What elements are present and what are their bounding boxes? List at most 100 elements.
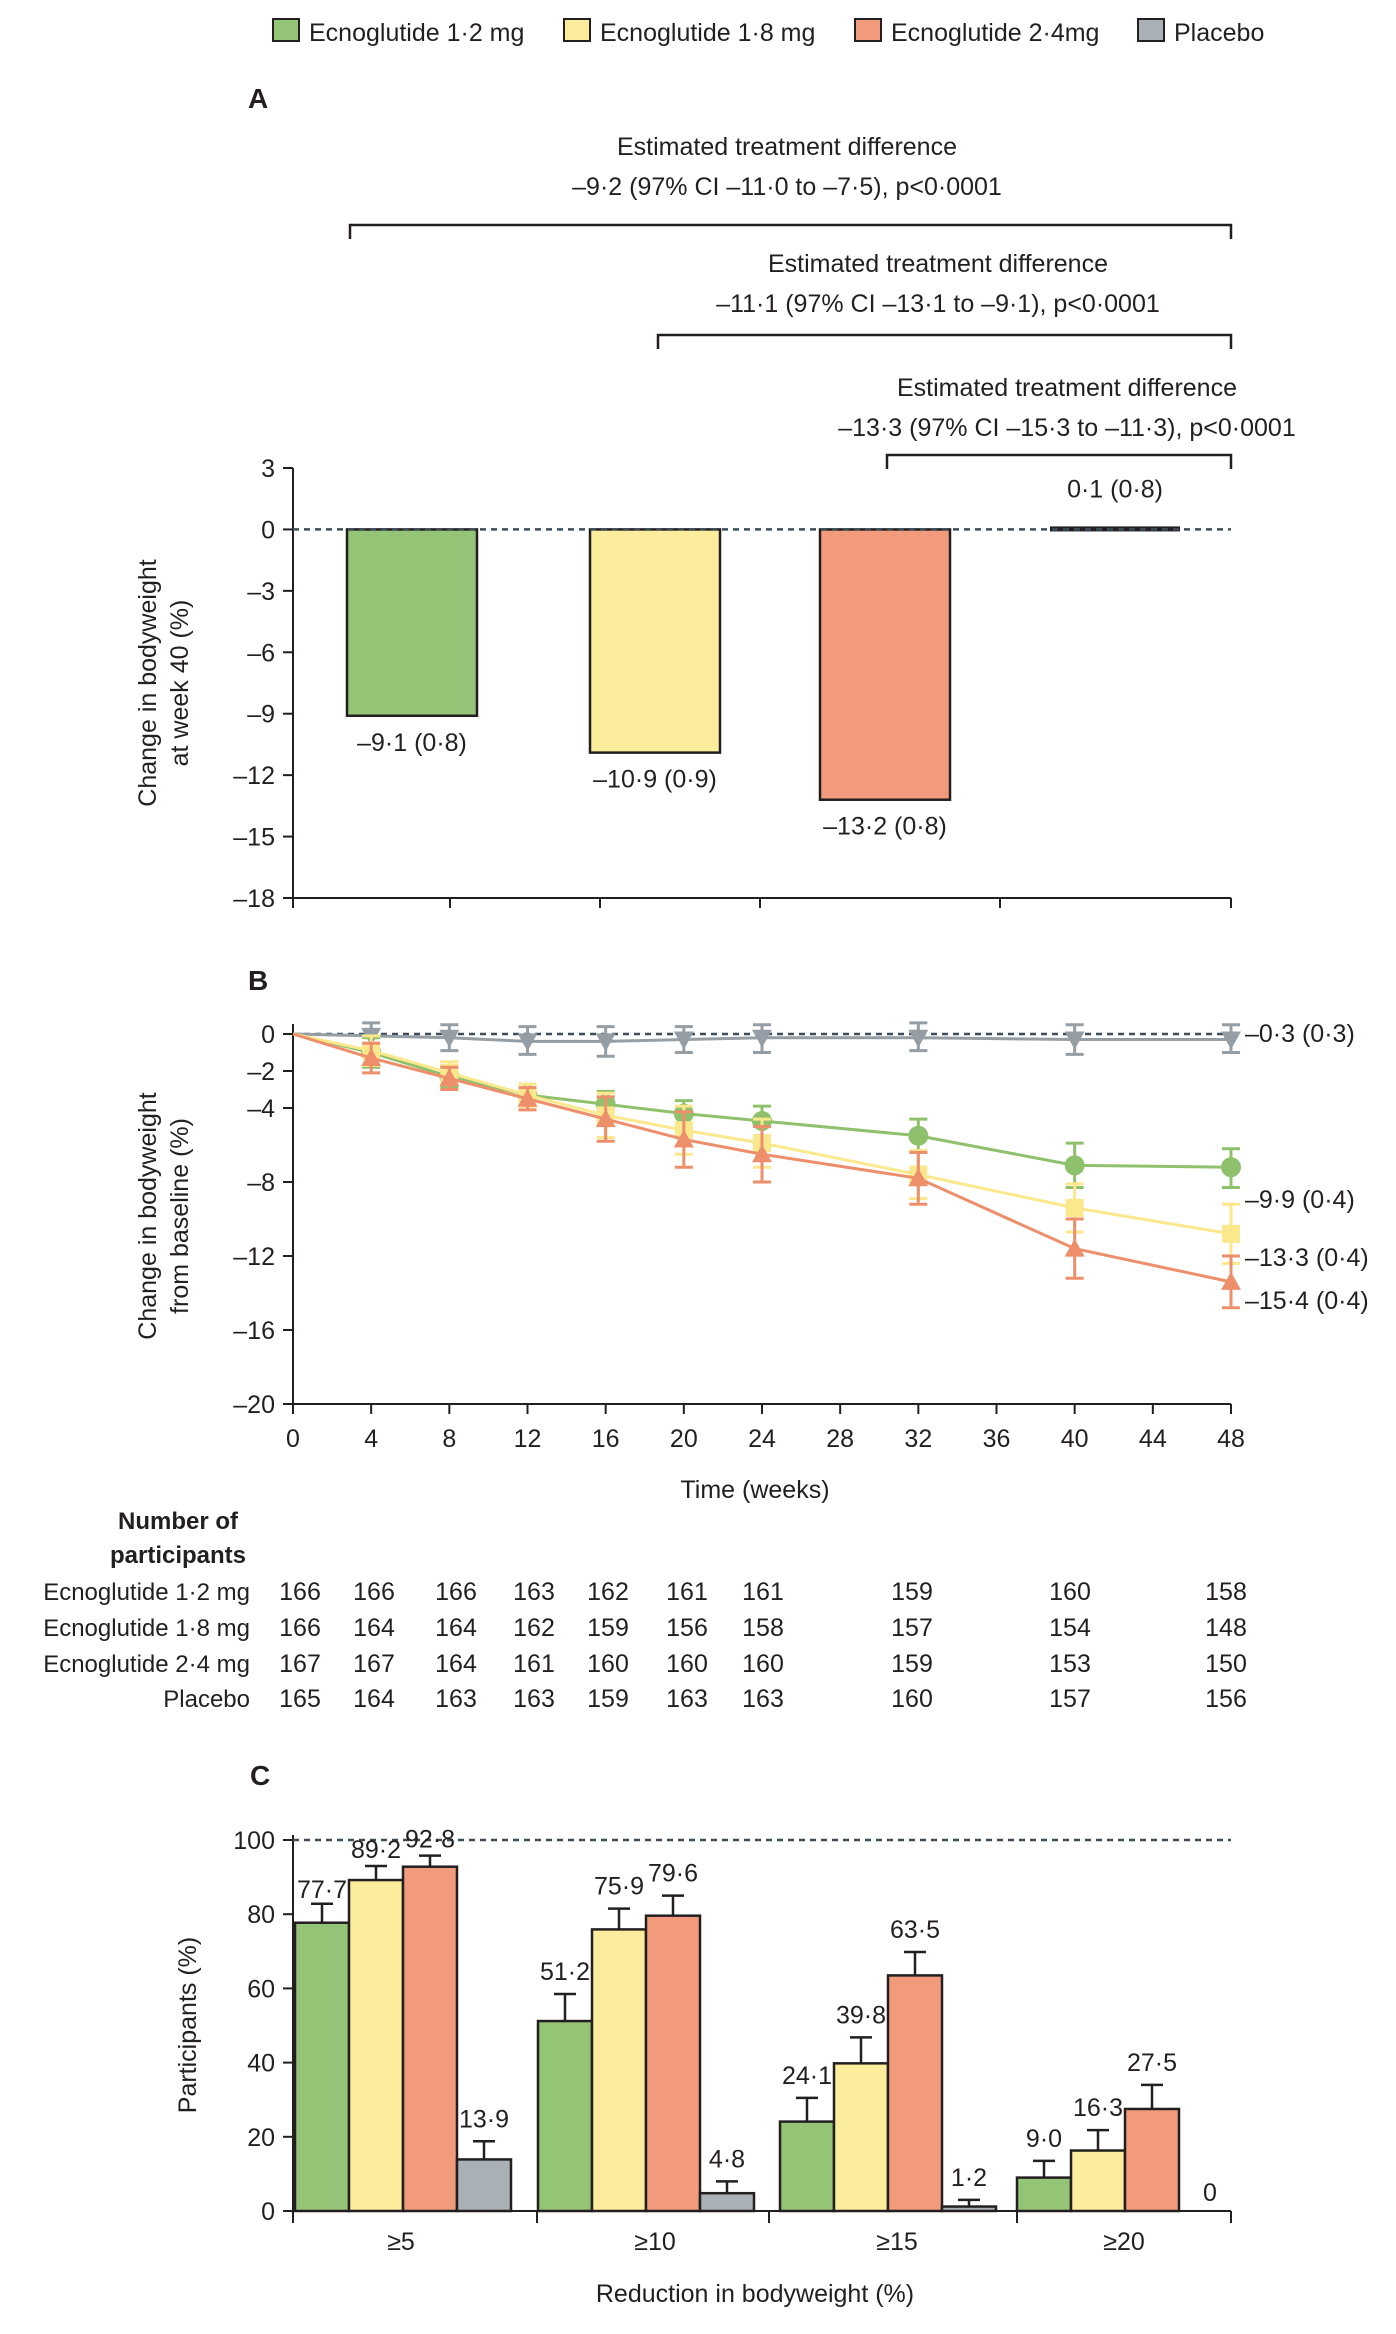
x-tick-label: 0	[286, 1425, 300, 1453]
comparison-bracket	[656, 333, 1233, 349]
y-axis-label: Change in bodyweight at week 40 (%)	[134, 559, 194, 806]
x-tick-label: 12	[514, 1425, 542, 1453]
data-point-circle	[908, 1125, 929, 1146]
x-tick-label: 16	[592, 1425, 620, 1453]
bar-ecno-1-8	[588, 528, 722, 754]
bar-ecno-1-8	[590, 1928, 648, 2213]
comparison-bracket	[348, 223, 1233, 239]
table-cell: 160	[666, 1650, 708, 1678]
data-point-triangle	[1064, 1238, 1085, 1257]
table-cell: 159	[587, 1614, 629, 1642]
value-label-ecno-2-4: 79·6	[648, 1860, 698, 1888]
table-cell: 162	[513, 1614, 555, 1642]
legend: Ecnoglutide 1·2 mg Ecnoglutide 1·8 mg Ecno…	[272, 18, 1264, 47]
bar-ecno-2-4	[886, 1974, 944, 2213]
data-point-triangle	[517, 1088, 538, 1107]
bar-placebo	[698, 2191, 756, 2213]
y-tick-label: 100	[233, 1827, 275, 1855]
y-tick-label: 60	[247, 1975, 275, 2003]
x-axis-label: Reduction in bodyweight (%)	[596, 2280, 914, 2308]
table-cell: 156	[666, 1614, 708, 1642]
data-point-triangle	[595, 1109, 616, 1128]
y-tick-label: –6	[247, 639, 275, 667]
data-point-triangle	[752, 1144, 772, 1163]
comparison-title: Estimated treatment difference	[897, 374, 1237, 402]
y-tick-label: –15	[233, 824, 275, 852]
y-axis-label: Change in bodyweight from baseline (%)	[134, 1092, 194, 1339]
table-cell: 165	[279, 1685, 321, 1713]
value-label-ecno-1-2: 77·7	[297, 1876, 347, 1904]
data-point-triangle-down	[439, 1029, 460, 1048]
value-label-ecno-1-8: 75·9	[594, 1873, 644, 1901]
y-tick-label: 80	[247, 1901, 275, 1929]
value-label-ecno-2-4: 27·5	[1127, 2049, 1177, 2077]
legend-swatch-ecno-1-8	[563, 18, 591, 42]
comparison-result: –11·1 (97% CI –13·1 to –9·1), p<0·0001	[716, 290, 1160, 318]
y-tick-label: –2	[247, 1058, 275, 1086]
table-cell: 159	[587, 1685, 629, 1713]
value-label-placebo: 4·8	[709, 2145, 745, 2173]
table-cell: 163	[742, 1685, 784, 1713]
value-label-ecno-2-4: –13·2 (0·8)	[823, 813, 947, 841]
series-ecno-1-8	[292, 1032, 1240, 1265]
data-point-triangle	[673, 1129, 694, 1148]
table-row-label: Ecnoglutide 1·8 mg	[43, 1615, 250, 1642]
data-point-triangle-down	[1221, 1031, 1241, 1050]
table-cell: 163	[513, 1685, 555, 1713]
series-line-ecno-1-2	[292, 1032, 1232, 1169]
data-point-triangle-down	[1064, 1031, 1085, 1050]
data-point-triangle	[439, 1068, 460, 1087]
x-tick-label: 44	[1139, 1425, 1167, 1453]
legend-swatch-ecno-2-4	[854, 18, 882, 42]
y-tick-label: –8	[247, 1169, 275, 1197]
value-label-ecno-2-4: 92·8	[405, 1826, 455, 1854]
y-axis-label-line-2: from baseline (%)	[166, 1118, 194, 1314]
series-ecno-2-4	[292, 1032, 1241, 1310]
table-row-label: Ecnoglutide 2·4 mg	[43, 1651, 250, 1678]
y-tick-label: –12	[233, 762, 275, 790]
value-label-ecno-1-8: 16·3	[1073, 2094, 1123, 2122]
panel-a-bar-chart: A 3 0 –3 –6 –9 –12 –15 –18 Change in bodyweight at…	[134, 83, 1296, 913]
y-tick-label: –9	[247, 701, 275, 729]
table-row-label: Ecnoglutide 1·2 mg	[43, 1579, 250, 1606]
y-tick-label: 0	[261, 516, 275, 544]
table-cell: 163	[666, 1685, 708, 1713]
data-point-triangle	[361, 1048, 382, 1067]
bar-ecno-1-2	[345, 528, 479, 718]
series-end-label-ecno-1-8: –13·3 (0·4)	[1245, 1244, 1369, 1272]
y-tick-label: 3	[261, 455, 275, 483]
table-cell: 161	[742, 1578, 784, 1606]
legend-swatch-ecno-1-2	[272, 18, 300, 42]
comparison-result: –13·3 (97% CI –15·3 to –11·3), p<0·0001	[838, 414, 1295, 442]
category-label: ≥20	[1103, 2228, 1145, 2256]
value-label-ecno-2-4: 63·5	[890, 1916, 940, 1944]
data-point-triangle	[1221, 1271, 1241, 1290]
series-line-ecno-2-4	[292, 1032, 1232, 1284]
x-tick-label: 24	[748, 1425, 776, 1453]
data-point-triangle	[908, 1168, 929, 1187]
table-cell: 163	[435, 1685, 477, 1713]
x-tick-label: 8	[442, 1425, 456, 1453]
data-point-triangle-down	[517, 1033, 538, 1052]
table-cell: 154	[1049, 1614, 1091, 1642]
table-cell: 160	[891, 1685, 933, 1713]
comparison-bracket	[885, 453, 1233, 469]
x-tick-label: 36	[983, 1425, 1011, 1453]
data-point-circle	[1221, 1157, 1241, 1178]
data-point-circle	[1064, 1155, 1085, 1176]
table-cell: 164	[435, 1650, 477, 1678]
bar-ecno-2-4	[644, 1914, 702, 2213]
legend-label-placebo: Placebo	[1174, 19, 1264, 47]
table-cell: 164	[353, 1685, 395, 1713]
y-tick-label: 0	[261, 2198, 275, 2226]
table-cell: 166	[435, 1578, 477, 1606]
table-cell: 159	[891, 1650, 933, 1678]
bar-placebo	[455, 2158, 513, 2213]
panel-b-line-chart: B0–2–4–8–12–16–200 4 8 12 16 20 24 28 32 36 40 44 48…	[134, 965, 1369, 1504]
y-axis-label-line-1: Change in bodyweight	[134, 559, 162, 806]
table-cell: 156	[1205, 1685, 1247, 1713]
value-label-ecno-1-2: 9·0	[1026, 2125, 1062, 2153]
panel-label-c: C	[250, 1760, 270, 1791]
table-cell: 160	[1049, 1578, 1091, 1606]
